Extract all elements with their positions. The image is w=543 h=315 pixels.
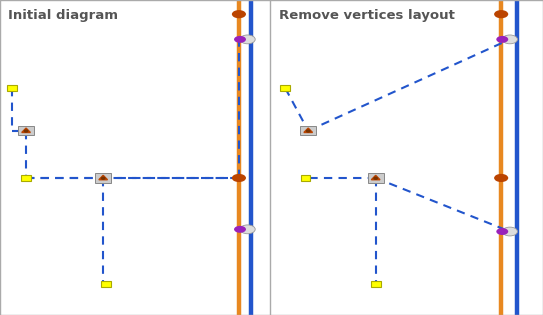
Circle shape <box>502 35 517 44</box>
Circle shape <box>496 36 508 43</box>
Bar <box>280 85 290 91</box>
Polygon shape <box>371 175 380 180</box>
Bar <box>101 281 111 287</box>
Bar <box>368 173 384 183</box>
Circle shape <box>234 226 246 233</box>
Text: Remove vertices layout: Remove vertices layout <box>279 9 454 22</box>
Circle shape <box>494 10 508 18</box>
Polygon shape <box>22 128 30 133</box>
Circle shape <box>240 35 255 44</box>
Circle shape <box>240 225 255 234</box>
Bar <box>95 173 111 183</box>
Text: Initial diagram: Initial diagram <box>8 9 118 22</box>
Bar <box>371 281 381 287</box>
Circle shape <box>102 177 105 179</box>
Circle shape <box>496 228 508 235</box>
Bar <box>21 175 31 181</box>
Bar <box>18 126 34 135</box>
Polygon shape <box>99 175 108 180</box>
Bar <box>7 85 17 91</box>
Circle shape <box>24 130 28 132</box>
Circle shape <box>232 10 246 18</box>
Bar <box>300 126 317 135</box>
Bar <box>301 175 311 181</box>
Circle shape <box>234 36 246 43</box>
Circle shape <box>494 174 508 182</box>
Polygon shape <box>304 128 313 133</box>
Circle shape <box>232 174 246 182</box>
Circle shape <box>307 130 310 132</box>
Circle shape <box>502 227 517 236</box>
Circle shape <box>374 177 377 179</box>
